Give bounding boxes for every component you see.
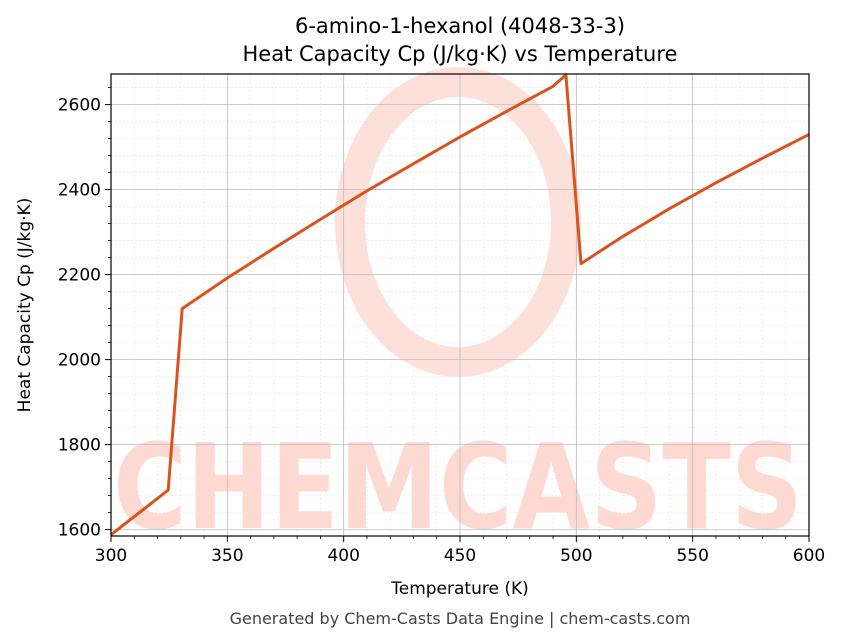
watermark-text: CHEMCASTS	[113, 418, 803, 556]
footer-credit: Generated by Chem-Casts Data Engine | ch…	[230, 609, 691, 628]
y-axis-ticks: 1600 1800 2000 2200 2400 2600	[58, 87, 111, 541]
chart-subtitle: Heat Capacity Cp (J/kg·K) vs Temperature	[243, 42, 678, 66]
series-line	[110, 73, 810, 536]
y-tick-label: 2200	[58, 266, 101, 286]
x-axis-label: Temperature (K)	[390, 579, 529, 599]
y-tick-label: 2400	[58, 181, 101, 201]
x-axis-ticks: 300 350 400 450 500 550 600	[95, 536, 825, 566]
y-tick-label: 2000	[58, 351, 101, 371]
x-tick-label: 400	[327, 546, 359, 566]
x-tick-label: 350	[211, 546, 243, 566]
watermark: CHEMCASTS	[113, 67, 803, 556]
y-axis-label: Heat Capacity Cp (J/kg·K)	[15, 198, 35, 413]
y-tick-label: 2600	[58, 96, 101, 116]
x-tick-label: 550	[676, 546, 708, 566]
x-tick-label: 600	[793, 546, 825, 566]
x-tick-label: 500	[560, 546, 592, 566]
y-tick-label: 1800	[58, 436, 101, 456]
watermark-logo-icon	[335, 67, 581, 377]
chart-title: 6-amino-1-hexanol (4048-33-3)	[295, 14, 625, 38]
y-tick-label: 1600	[58, 521, 101, 541]
x-tick-label: 450	[444, 546, 476, 566]
x-tick-label: 300	[95, 546, 127, 566]
